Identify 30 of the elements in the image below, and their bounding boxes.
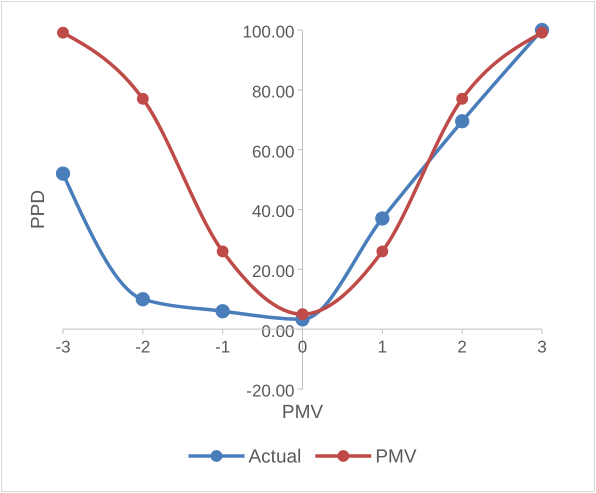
y-tick-label: 80.00 xyxy=(252,82,294,102)
y-tick-label: 0.00 xyxy=(261,322,294,341)
point xyxy=(376,245,388,258)
x-axis-title: PMV xyxy=(282,402,324,423)
point xyxy=(57,26,69,39)
x-tick-label: 3 xyxy=(537,337,547,356)
point xyxy=(136,292,150,306)
x-tick-label: 1 xyxy=(378,337,388,356)
point xyxy=(455,114,470,128)
point xyxy=(136,92,149,105)
legend-label: Actual xyxy=(248,446,302,468)
point xyxy=(56,166,70,181)
legend-label: PMV xyxy=(375,446,417,468)
y-tick-label: -20.00 xyxy=(246,382,294,401)
x-tick-label: 2 xyxy=(457,337,467,356)
point xyxy=(536,26,548,39)
point xyxy=(375,211,390,226)
y-axis-title: PPD xyxy=(28,190,49,230)
x-tick-label: -3 xyxy=(55,337,71,356)
y-tick-label: 100.00 xyxy=(242,22,294,42)
point xyxy=(456,92,468,105)
point xyxy=(216,304,230,318)
x-tick-label: 0 xyxy=(298,337,308,356)
x-tick-label: -2 xyxy=(135,337,150,356)
y-tick-label: 60.00 xyxy=(252,142,294,162)
point xyxy=(296,308,308,320)
y-tick-label: 20.00 xyxy=(252,262,294,281)
x-tick-label: -1 xyxy=(215,337,230,356)
point xyxy=(216,245,229,258)
y-tick-label: 40.00 xyxy=(252,202,294,222)
